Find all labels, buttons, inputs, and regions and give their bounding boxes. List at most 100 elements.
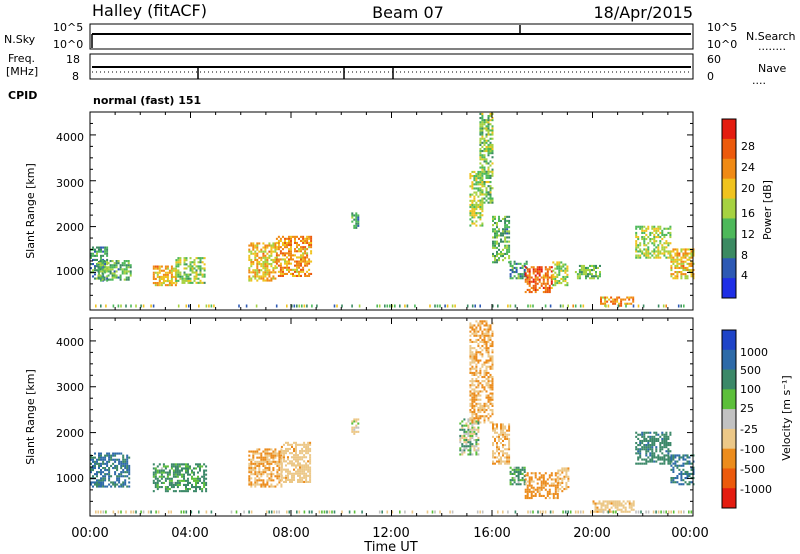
velocity-cell bbox=[647, 448, 650, 451]
velocity-cell bbox=[268, 464, 271, 467]
velocity-cell bbox=[260, 458, 263, 461]
power-cell bbox=[473, 191, 476, 194]
velocity-cell bbox=[100, 458, 102, 461]
velocity-cell bbox=[504, 448, 507, 451]
velocity-cell bbox=[118, 475, 121, 478]
power-cell bbox=[264, 250, 267, 253]
power-cell bbox=[105, 266, 108, 269]
power-cell bbox=[614, 298, 617, 301]
velocity-cell bbox=[463, 434, 466, 437]
power-cell bbox=[170, 275, 173, 278]
velocity-cell bbox=[598, 500, 601, 503]
velocity-cell bbox=[114, 473, 117, 476]
velocity-cell bbox=[492, 454, 494, 457]
power-cell bbox=[341, 304, 343, 308]
velocity-cell bbox=[274, 460, 277, 463]
power-cell bbox=[275, 252, 278, 255]
velocity-cell bbox=[483, 371, 486, 374]
velocity-cell bbox=[643, 446, 646, 449]
power-cell bbox=[266, 258, 269, 261]
velocity-cell bbox=[471, 357, 474, 360]
power-cell bbox=[254, 277, 257, 280]
velocity-cell bbox=[172, 463, 175, 466]
power-cell bbox=[589, 271, 591, 274]
velocity-cell bbox=[489, 326, 492, 329]
velocity-cell bbox=[199, 463, 201, 466]
velocity-cell bbox=[532, 490, 535, 493]
velocity-cell bbox=[166, 473, 169, 476]
power-cell bbox=[595, 271, 597, 274]
velocity-cell bbox=[248, 469, 251, 472]
velocity-cell bbox=[473, 347, 476, 350]
power-cell bbox=[100, 250, 102, 253]
power-cell bbox=[496, 224, 498, 227]
power-cell bbox=[552, 261, 555, 264]
velocity-cell bbox=[641, 448, 644, 451]
power-cell bbox=[268, 250, 271, 253]
power-cell bbox=[508, 219, 511, 222]
velocity-cell bbox=[268, 460, 271, 463]
power-cell bbox=[353, 224, 356, 227]
velocity-cell bbox=[565, 467, 568, 470]
power-cell bbox=[649, 256, 652, 259]
velocity-cell bbox=[268, 458, 271, 461]
velocity-cell bbox=[471, 373, 474, 376]
power-cell bbox=[528, 278, 531, 281]
velocity-cell bbox=[301, 466, 304, 469]
power-cell bbox=[183, 267, 186, 270]
power-cell bbox=[491, 127, 494, 130]
velocity-cell bbox=[170, 486, 173, 489]
velocity-cell bbox=[477, 436, 480, 439]
velocity-cell bbox=[254, 467, 257, 470]
velocity-cell bbox=[487, 376, 490, 379]
velocity-cell bbox=[461, 453, 464, 456]
velocity-cell bbox=[404, 510, 406, 514]
velocity-cell bbox=[483, 340, 486, 343]
velocity-cell bbox=[264, 448, 267, 451]
power-cell bbox=[288, 268, 290, 271]
power-cell bbox=[275, 262, 278, 265]
velocity-cell bbox=[469, 443, 472, 446]
power-cell bbox=[481, 131, 484, 134]
power-cell bbox=[485, 135, 488, 138]
velocity-cell bbox=[297, 478, 299, 481]
power-cell bbox=[469, 193, 472, 196]
velocity-cell bbox=[258, 483, 261, 486]
power-cell bbox=[355, 216, 358, 219]
power-cell bbox=[119, 266, 122, 269]
power-cell bbox=[175, 281, 178, 284]
velocity-cell bbox=[122, 481, 125, 484]
velocity-cell bbox=[502, 423, 504, 426]
velocity-cell bbox=[517, 472, 520, 475]
velocity-cell bbox=[680, 464, 683, 467]
power-cell bbox=[544, 276, 547, 279]
velocity-cell bbox=[614, 500, 617, 503]
velocity-cell bbox=[628, 506, 631, 509]
power-cell bbox=[491, 125, 494, 128]
power-cell bbox=[272, 242, 275, 245]
power-cell bbox=[506, 240, 509, 243]
power-cell bbox=[193, 271, 196, 274]
power-cell bbox=[491, 131, 494, 134]
velocity-cell bbox=[544, 510, 547, 514]
velocity-cell bbox=[250, 510, 253, 514]
noise-panel-frame bbox=[89, 23, 694, 50]
velocity-cell bbox=[357, 430, 360, 433]
power-cell bbox=[684, 275, 687, 278]
velocity-cell bbox=[465, 432, 468, 435]
velocity-cell bbox=[620, 508, 623, 511]
power-cell bbox=[175, 275, 178, 278]
power-cell bbox=[477, 212, 480, 215]
power-cell bbox=[481, 224, 484, 227]
power-cell bbox=[546, 268, 549, 271]
velocity-cell bbox=[645, 462, 648, 465]
power-cell bbox=[479, 304, 481, 308]
power-cell bbox=[489, 141, 492, 144]
velocity-cell bbox=[561, 486, 564, 489]
power-cell bbox=[587, 269, 589, 272]
power-cell bbox=[534, 288, 537, 291]
velocity-cbar-tick-100: 100 bbox=[740, 383, 761, 396]
velocity-cell bbox=[561, 467, 564, 470]
velocity-cell bbox=[293, 472, 295, 475]
power-cell bbox=[481, 199, 484, 202]
